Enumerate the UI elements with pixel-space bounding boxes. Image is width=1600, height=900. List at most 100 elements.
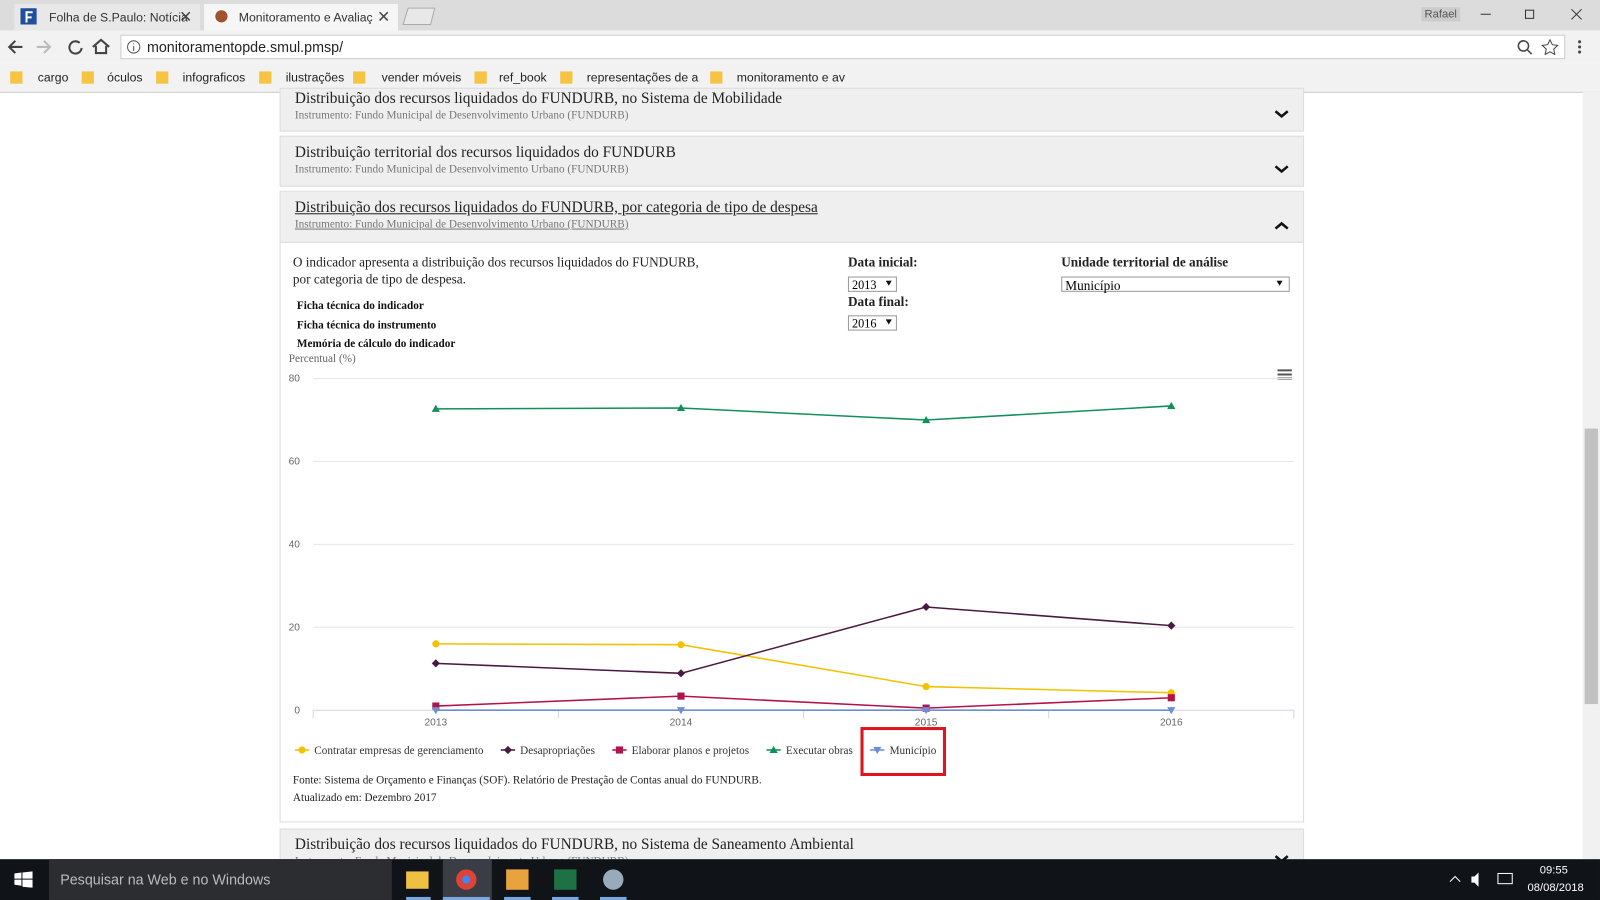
bookmark-folder-icon (259, 71, 272, 84)
new-tab[interactable] (402, 7, 437, 25)
search-placeholder[interactable]: Pesquisar na Web e no Windows (60, 871, 271, 888)
bookmark[interactable]: vender móveis (381, 70, 462, 85)
link[interactable]: Memória de cálculo do indicador (296, 337, 456, 350)
select-value[interactable]: 2013 (852, 277, 877, 292)
start-button[interactable] (14, 871, 33, 888)
field-label: Unidade territorial de análise (1061, 254, 1229, 270)
panel-title[interactable]: Distribuição dos recursos liquidados do … (294, 836, 854, 854)
series-line (435, 695, 1172, 709)
clock-date: 08/08/2018 (1527, 881, 1584, 894)
bookmark[interactable]: ilustrações (285, 70, 345, 85)
panel-title[interactable]: Distribuição territorial dos recursos li… (294, 144, 676, 162)
bookmark[interactable]: cargo (37, 70, 69, 85)
point (503, 745, 513, 755)
y-axis-title: Percentual (%) (288, 353, 356, 366)
series-line (435, 643, 1172, 694)
point (431, 659, 440, 668)
panel-title[interactable]: Distribuição dos recursos liquidados do … (294, 199, 818, 217)
tab-favicon (20, 8, 37, 25)
select[interactable]: 2013 (847, 276, 897, 292)
field-label: Data final: (847, 293, 909, 310)
tab-favicon (215, 10, 228, 23)
select[interactable]: 2016 (847, 315, 897, 331)
link[interactable]: Ficha técnica do indicador (296, 299, 424, 313)
bookmark[interactable]: representações de a (586, 70, 699, 85)
x-tick-label: 2013 (425, 718, 448, 729)
tab[interactable]: Folha de S.Paulo: Notícia (14, 4, 200, 31)
description-line: por categoria de tipo de despesa. (292, 271, 466, 287)
select[interactable]: Município (1061, 276, 1290, 293)
series-line (435, 606, 1172, 675)
chevrons[interactable] (1273, 107, 1289, 863)
nav-buttons[interactable] (6, 37, 112, 57)
legend-label: Elaborar planos e projetos (632, 745, 749, 757)
address-icons[interactable] (1516, 38, 1594, 56)
bookmark[interactable]: monitoramento e av (736, 70, 845, 85)
point (677, 641, 685, 649)
panel-header[interactable] (280, 191, 1304, 243)
update-note: Atualizado em: Dezembro 2017 (292, 791, 437, 805)
bookmark-folder-icon (560, 71, 573, 84)
panel-subtitle: Instrumento: Fundo Municipal de Desenvol… (294, 109, 629, 122)
panel-subtitle: Instrumento: Fundo Municipal de Desenvol… (294, 218, 629, 231)
search-box[interactable] (48, 859, 392, 900)
y-tick-label: 80 (289, 374, 301, 385)
tab[interactable]: Monitoramento e Avaliaç (204, 4, 398, 31)
select-value[interactable]: 2016 (852, 316, 877, 331)
profile-name[interactable]: Rafael (1421, 7, 1460, 22)
chart-menu[interactable] (1277, 369, 1292, 380)
point (676, 403, 686, 412)
accordion-panel-open: Distribuição dos recursos liquidados do … (279, 190, 1305, 823)
legend-item[interactable]: Executar obras (766, 745, 853, 757)
bookmark-folder-icon (10, 71, 23, 84)
bookmark-folder-icon (156, 71, 169, 84)
tab-title[interactable]: Folha de S.Paulo: Notícia (48, 10, 188, 25)
address-bar[interactable] (120, 34, 1566, 60)
select-value[interactable]: Município (1065, 277, 1121, 293)
bookmark-folder-icon (353, 71, 366, 84)
point (873, 746, 882, 755)
point (1167, 707, 1176, 715)
source-note: Fonte: Sistema de Orçamento e Finanças (… (292, 774, 762, 787)
y-tick-label: 60 (289, 457, 301, 468)
point (922, 415, 931, 424)
tray-icons[interactable] (1449, 871, 1520, 887)
panel-subtitle: Instrumento: Fundo Municipal de Desenvol… (294, 163, 629, 176)
legend-label: Executar obras (786, 745, 853, 757)
panel-title[interactable]: Distribuição dos recursos liquidados do … (294, 90, 783, 108)
bookmark[interactable]: infograficos (182, 70, 246, 85)
bookmark[interactable]: ref_book (498, 70, 547, 85)
y-tick-label: 0 (294, 705, 300, 716)
point (615, 746, 624, 754)
legend-label: Desapropriações (520, 745, 595, 757)
y-tick-label: 40 (289, 539, 301, 550)
point (769, 745, 778, 754)
point (431, 404, 440, 412)
accordion-panel[interactable]: Distribuição territorial dos recursos li… (279, 135, 1305, 187)
legend-item[interactable]: Desapropriações (500, 745, 595, 757)
legend-item[interactable]: Município (870, 745, 937, 757)
taskbar-apps[interactable] (394, 859, 639, 900)
window-controls[interactable] (1478, 6, 1590, 22)
point (922, 707, 931, 715)
point (432, 702, 440, 710)
info-icon[interactable] (127, 40, 141, 54)
legend-item[interactable]: Elaborar planos e projetos (612, 745, 749, 757)
bookmark[interactable]: óculos (107, 70, 143, 85)
url[interactable]: monitoramentopde.smul.pmsp/ (146, 38, 344, 56)
tab-title[interactable]: Monitoramento e Avaliaç (238, 10, 373, 25)
bookmark-folder-icon (474, 71, 487, 84)
point (677, 692, 685, 700)
point (431, 707, 440, 715)
accordion-panel[interactable]: Distribuição dos recursos liquidados do … (279, 87, 1305, 132)
description-line: O indicador apresenta a distribuição dos… (292, 254, 699, 270)
field-label: Data inicial: (847, 254, 918, 270)
x-tick-label: 2014 (670, 718, 693, 729)
scroll-thumb[interactable] (1584, 428, 1598, 705)
link[interactable]: Ficha técnica do instrumento (296, 319, 437, 332)
tab-close[interactable] (378, 10, 390, 22)
legend-item[interactable]: Contratar empresas de gerenciamento (294, 745, 484, 757)
